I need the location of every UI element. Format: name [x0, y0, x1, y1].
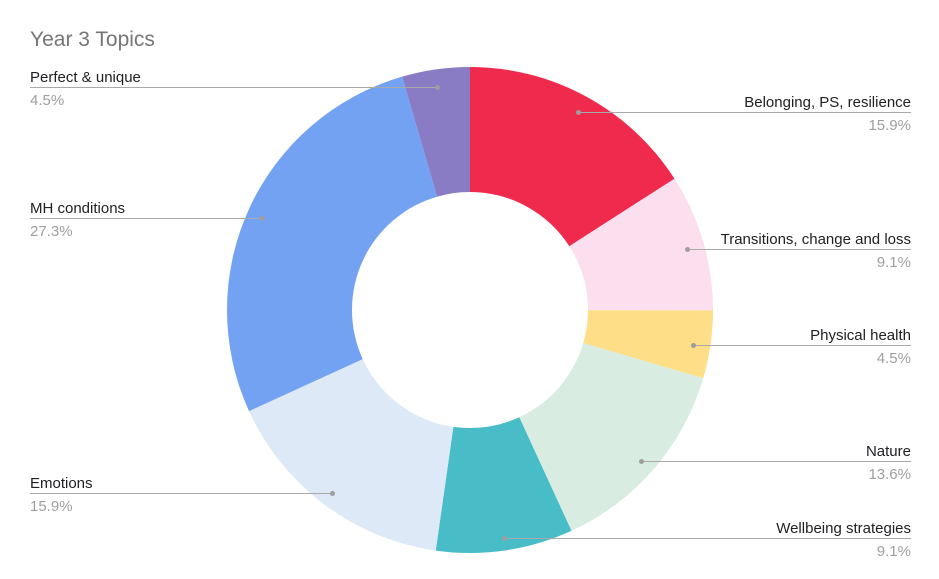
slice-percent: 9.1% [876, 543, 911, 560]
leader-dot [435, 85, 440, 90]
chart-title: Year 3 Topics [30, 28, 155, 51]
callout-belonging: Belonging, PS, resilience 15.9% [576, 94, 911, 135]
leader-dot [330, 491, 335, 496]
callout-nature: Nature 13.6% [639, 443, 911, 484]
slice-percent: 4.5% [30, 92, 65, 109]
leader-line [30, 491, 335, 496]
slice-label: Nature [865, 443, 911, 460]
pie-slice-7[interactable] [402, 67, 470, 197]
leader-line [691, 343, 911, 348]
leader-dot [576, 110, 581, 115]
slice-label: Perfect & unique [30, 69, 141, 86]
slice-percent: 4.5% [876, 350, 911, 367]
slice-percent: 13.6% [868, 466, 911, 483]
pie-slice-3[interactable] [519, 343, 704, 531]
pie-slice-0[interactable] [470, 67, 675, 247]
pie-slice-1[interactable] [569, 178, 714, 311]
leader-line [685, 247, 911, 252]
callout-perfect-unique: Perfect & unique 4.5% [30, 69, 440, 110]
leader-line [576, 110, 911, 115]
slice-label: Wellbeing strategies [776, 520, 911, 537]
slice-percent: 15.9% [30, 498, 73, 515]
pie-slice-5[interactable] [249, 359, 454, 551]
callout-mh-conditions: MH conditions 27.3% [30, 200, 265, 241]
callout-transitions: Transitions, change and loss 9.1% [685, 231, 911, 272]
leader-dot [685, 247, 690, 252]
slice-label: MH conditions [30, 200, 126, 217]
pie-slice-2[interactable] [583, 310, 713, 379]
slice-label: Emotions [30, 475, 93, 492]
leader-line [30, 216, 265, 221]
pie-slice-6[interactable] [227, 76, 438, 412]
callout-physical-health: Physical health 4.5% [691, 327, 911, 368]
leader-dot [260, 216, 265, 221]
leader-dot [691, 343, 696, 348]
callout-emotions: Emotions 15.9% [30, 475, 335, 516]
leader-dot [502, 536, 507, 541]
leader-dot [639, 459, 644, 464]
slice-label: Transitions, change and loss [720, 231, 911, 248]
leader-line [30, 85, 440, 90]
slice-label: Physical health [810, 327, 911, 344]
pie-slice-4[interactable] [435, 417, 572, 553]
callout-wellbeing: Wellbeing strategies 9.1% [502, 520, 911, 561]
slice-percent: 9.1% [876, 254, 911, 271]
slice-label: Belonging, PS, resilience [744, 94, 911, 111]
slice-percent: 15.9% [868, 117, 911, 134]
slice-percent: 27.3% [30, 223, 73, 240]
leader-line [502, 536, 911, 541]
leader-line [639, 459, 911, 464]
